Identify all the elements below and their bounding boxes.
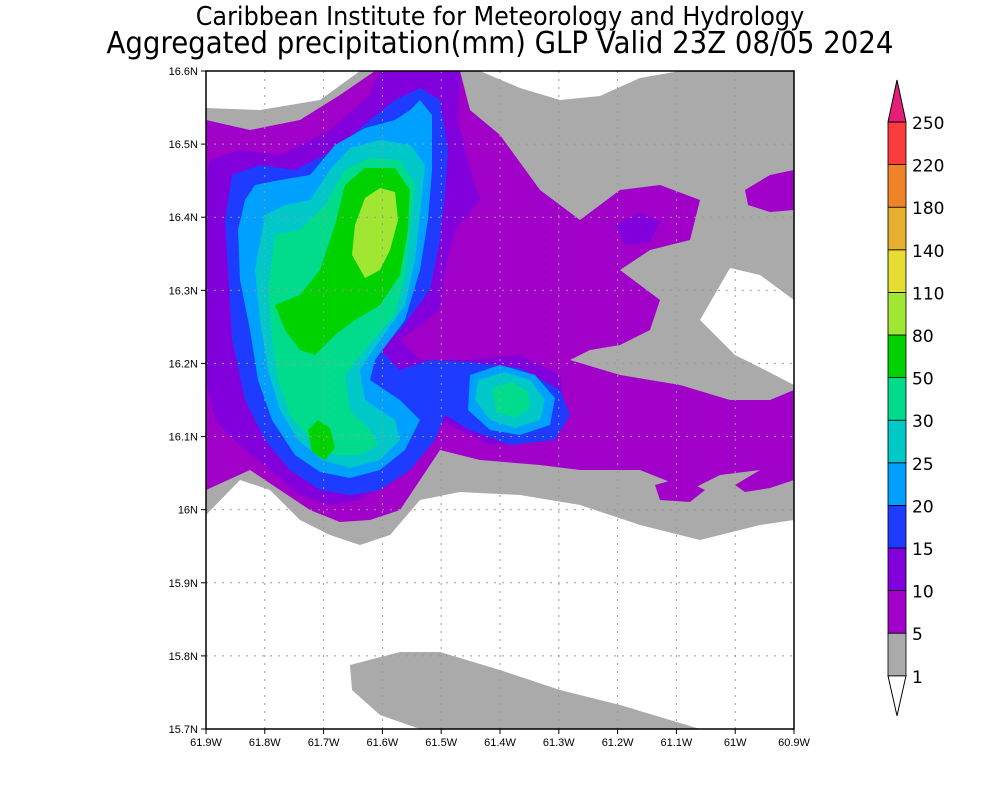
- colorbar-segment: [887, 590, 907, 634]
- x-tick-label: 61W: [724, 737, 747, 749]
- contour-5mm-east-small: [655, 478, 705, 502]
- colorbar-segment: [887, 377, 907, 421]
- contour-1mm-east-gap: [700, 268, 794, 385]
- colorbar-level-label: 25: [912, 455, 934, 475]
- colorbar-segment: [887, 249, 907, 293]
- x-tick-label: 61.9W: [190, 737, 222, 749]
- contour-5mm-east-right: [735, 460, 794, 492]
- colorbar-level-label: 80: [912, 327, 934, 347]
- contour-10mm-east: [615, 212, 660, 245]
- y-tick-label: 16.6N: [169, 66, 198, 78]
- x-tick-label: 61.6W: [367, 737, 399, 749]
- y-tick-label: 16.1N: [169, 432, 198, 444]
- colorbar-level-label: 220: [912, 157, 944, 177]
- precipitation-contours: [206, 71, 794, 729]
- colorbar-level-label: 10: [912, 583, 934, 603]
- x-tick-label: 60.9W: [778, 737, 810, 749]
- x-tick-label: 61.7W: [308, 737, 340, 749]
- colorbar-segment: [887, 462, 907, 506]
- colorbar-level-label: 110: [912, 284, 944, 304]
- y-tick-label: 16.3N: [169, 285, 198, 297]
- contour-5mm-east-blob: [745, 170, 794, 212]
- y-tick-label: 15.7N: [169, 724, 198, 736]
- y-tick-label: 16N: [178, 505, 198, 517]
- y-tick-label: 16.4N: [169, 212, 198, 224]
- colorbar-segment: [887, 206, 907, 251]
- colorbar-level-label: 20: [912, 497, 934, 517]
- contour-1mm-south: [350, 652, 700, 729]
- colorbar-segment: [887, 547, 907, 591]
- y-tick-label: 16.2N: [169, 358, 198, 370]
- colorbar-level-label: 180: [912, 199, 944, 219]
- y-axis: 15.7N 15.8N 15.9N 16N 16.1N 16.2N 16.3N 16.4N 16…: [169, 66, 206, 736]
- x-axis: 61.9W 61.8W 61.7W 61.6W 61.5W 61.4W 61.3W 61.2W…: [190, 729, 811, 749]
- colorbar-level-label: 1: [912, 668, 923, 688]
- contour-30mm-east: [492, 382, 530, 418]
- contour-1mm-white-notch: [480, 71, 680, 100]
- x-tick-label: 61.8W: [249, 737, 281, 749]
- contour-80mm: [352, 188, 398, 278]
- colorbar-level-label: 140: [912, 242, 944, 262]
- colorbar-under-triangle: [887, 675, 907, 716]
- x-tick-label: 61.3W: [543, 737, 575, 749]
- y-tick-label: 16.5N: [169, 139, 198, 151]
- colorbar-level-label: 250: [912, 114, 944, 134]
- y-tick-label: 15.8N: [169, 651, 198, 663]
- contour-50mm-south: [308, 420, 335, 460]
- x-tick-label: 61.4W: [484, 737, 516, 749]
- colorbar-level-label: 50: [912, 370, 934, 390]
- x-tick-label: 61.2W: [602, 737, 634, 749]
- colorbar-over-triangle: [887, 79, 907, 123]
- colorbar-level-label: 5: [912, 625, 923, 645]
- colorbar-segment: [887, 164, 907, 208]
- colorbar-segment: [887, 632, 907, 677]
- y-tick-label: 15.9N: [169, 578, 198, 590]
- title-institute: Caribbean Institute for Meteorology and …: [195, 2, 805, 32]
- title-product: Aggregated precipitation(mm) GLP Valid 2…: [106, 26, 894, 61]
- colorbar-level-label: 30: [912, 412, 934, 432]
- colorbar-level-label: 15: [912, 540, 934, 560]
- colorbar-segment: [887, 291, 907, 336]
- colorbar-segment: [887, 121, 907, 165]
- x-tick-label: 61.1W: [661, 737, 693, 749]
- colorbar-segment: [887, 419, 907, 464]
- colorbar-segment: [887, 504, 907, 549]
- gridlines: [206, 71, 794, 729]
- x-tick-label: 61.5W: [425, 737, 457, 749]
- colorbar-segment: [887, 334, 907, 378]
